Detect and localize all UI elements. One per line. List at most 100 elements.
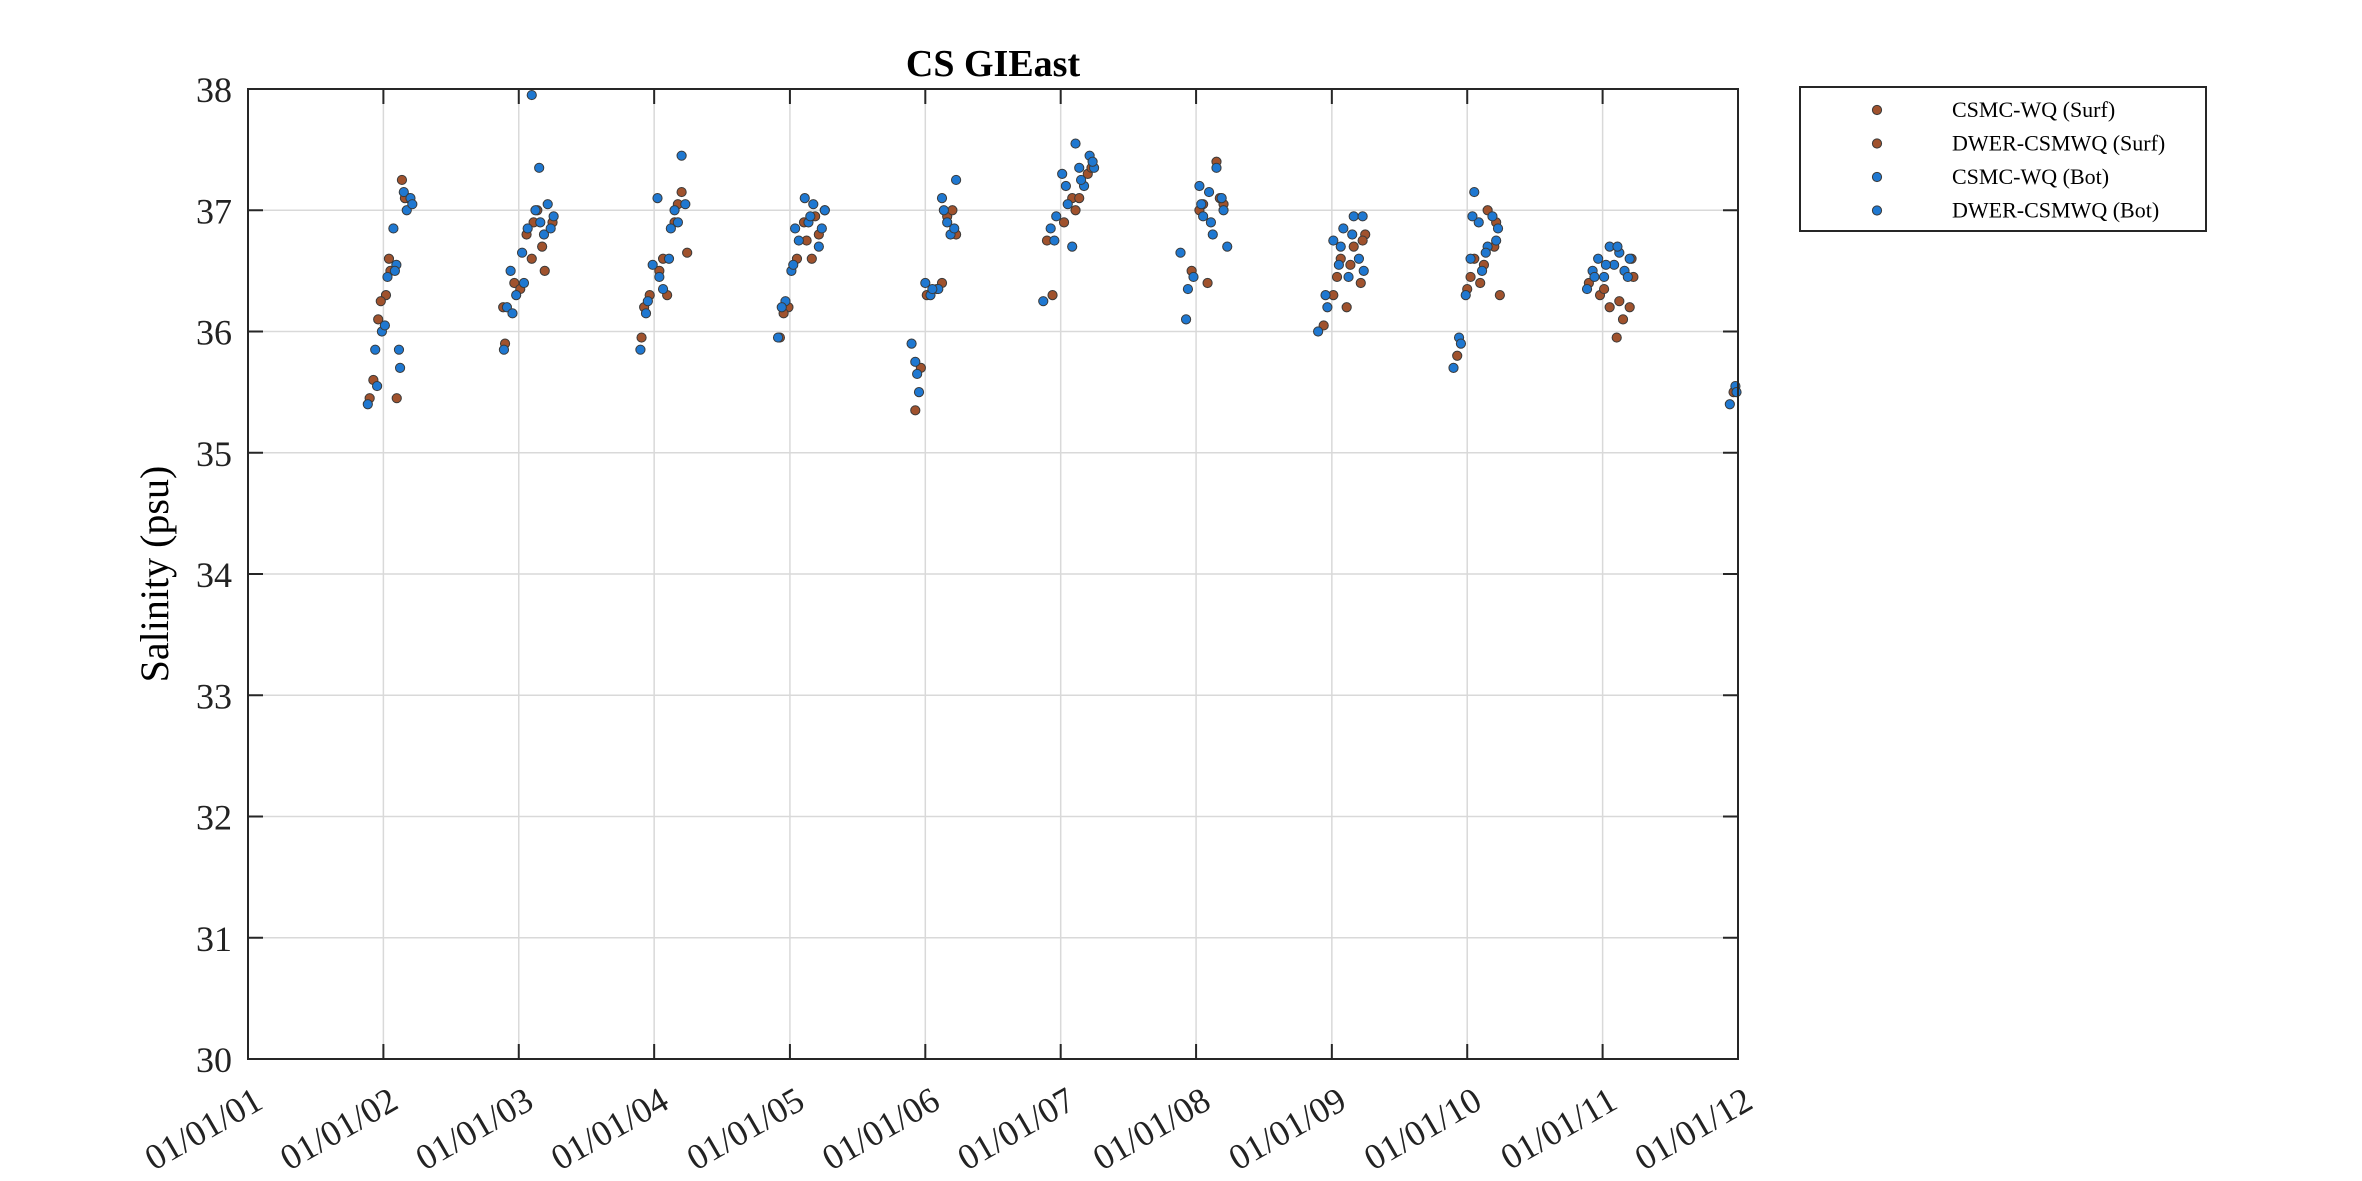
data-point (526, 89, 537, 101)
data-point (642, 296, 653, 307)
y-tick-label: 32 (196, 798, 232, 838)
data-point (407, 199, 418, 210)
legend-marker (1871, 205, 1883, 216)
data-point (1051, 211, 1062, 222)
x-tick-label: 01/01/03 (409, 1079, 540, 1178)
data-point (1343, 271, 1354, 283)
data-point (949, 223, 960, 234)
data-point (776, 302, 787, 313)
data-point (676, 186, 687, 198)
data-point (538, 229, 550, 240)
data-point (1475, 277, 1486, 289)
data-point (640, 308, 652, 319)
data-point (1207, 229, 1218, 240)
legend-box (1799, 86, 2207, 232)
data-point (927, 283, 938, 295)
data-point (950, 174, 962, 186)
data-point (1211, 162, 1222, 173)
data-point (1180, 314, 1192, 325)
data-point (1345, 259, 1356, 270)
data-point (654, 271, 665, 283)
data-point (819, 205, 830, 216)
x-tick-label: 01/01/07 (951, 1079, 1082, 1178)
data-point (665, 223, 676, 234)
data-point (1465, 271, 1476, 283)
data-point (1057, 168, 1068, 179)
data-point (1600, 259, 1612, 270)
data-point (1218, 205, 1229, 216)
data-point (1487, 211, 1498, 222)
data-point (534, 162, 545, 173)
x-tick-label: 01/01/04 (544, 1079, 675, 1178)
data-point (382, 271, 393, 283)
data-point (379, 320, 390, 331)
data-point (375, 296, 386, 307)
data-point (394, 362, 406, 373)
data-point (1331, 271, 1343, 283)
data-point (910, 356, 921, 367)
data-point (539, 265, 550, 276)
data-point (1348, 211, 1359, 222)
data-point (663, 253, 675, 264)
legend-marker (1871, 171, 1883, 183)
data-point (518, 277, 530, 289)
data-point (371, 380, 383, 392)
legend-label: CSMC-WQ (Surf) (1952, 97, 2115, 122)
data-point (1455, 338, 1467, 349)
data-point (910, 405, 921, 416)
data-point (1320, 290, 1331, 301)
data-point (1335, 241, 1346, 252)
data-point (1617, 314, 1629, 325)
data-point (1074, 162, 1085, 173)
y-tick-labels: 30 31 32 33 34 35 36 37 38 (196, 70, 232, 1080)
data-point (391, 393, 402, 404)
data-point (1087, 156, 1098, 167)
series-csmc-wq-bot (362, 89, 1741, 410)
data-point (806, 253, 817, 264)
x-tick-label: 01/01/05 (680, 1079, 811, 1178)
data-point (393, 344, 405, 355)
data-point (388, 223, 399, 234)
data-point (647, 259, 658, 270)
legend-label: DWER-CSMWQ (Bot) (1952, 198, 2159, 223)
data-point (1589, 271, 1600, 283)
y-tick-label: 36 (196, 313, 232, 353)
data-point (1476, 265, 1488, 276)
data-point (1328, 235, 1339, 246)
data-point (505, 265, 516, 276)
data-point (398, 186, 409, 198)
x-tick-label: 01/01/10 (1357, 1079, 1488, 1178)
data-point (669, 205, 680, 216)
x-tick-label: 01/01/09 (1222, 1079, 1353, 1178)
data-point (522, 223, 533, 234)
data-point (1216, 193, 1227, 204)
data-point (813, 241, 824, 252)
x-tick-label: 01/01/02 (273, 1079, 404, 1178)
data-point (1612, 241, 1623, 252)
data-point (1348, 241, 1359, 252)
data-point (680, 199, 691, 210)
data-point (545, 223, 556, 234)
data-point (1058, 217, 1070, 228)
data-point (542, 199, 553, 210)
data-point (805, 211, 816, 222)
axis-ticks (247, 88, 1739, 1060)
data-point (1045, 223, 1056, 234)
data-point (1355, 277, 1366, 289)
data-point (1070, 205, 1081, 216)
data-point (1473, 217, 1484, 228)
data-point (772, 332, 784, 343)
x-tick-label: 01/01/11 (1494, 1079, 1624, 1177)
data-point (1465, 253, 1476, 264)
legend-marker (1871, 104, 1883, 116)
data-point (793, 235, 804, 246)
data-point (1338, 223, 1349, 234)
data-point (537, 241, 548, 252)
x-tick-labels: 01/01/01 01/01/02 01/01/03 01/01/04 01/01/05… (138, 1079, 1759, 1178)
data-point (530, 205, 541, 216)
data-point (511, 290, 522, 301)
y-tick-label: 35 (196, 434, 232, 474)
data-point (1624, 302, 1635, 313)
data-point (1198, 211, 1209, 222)
legend-marker (1871, 138, 1883, 149)
